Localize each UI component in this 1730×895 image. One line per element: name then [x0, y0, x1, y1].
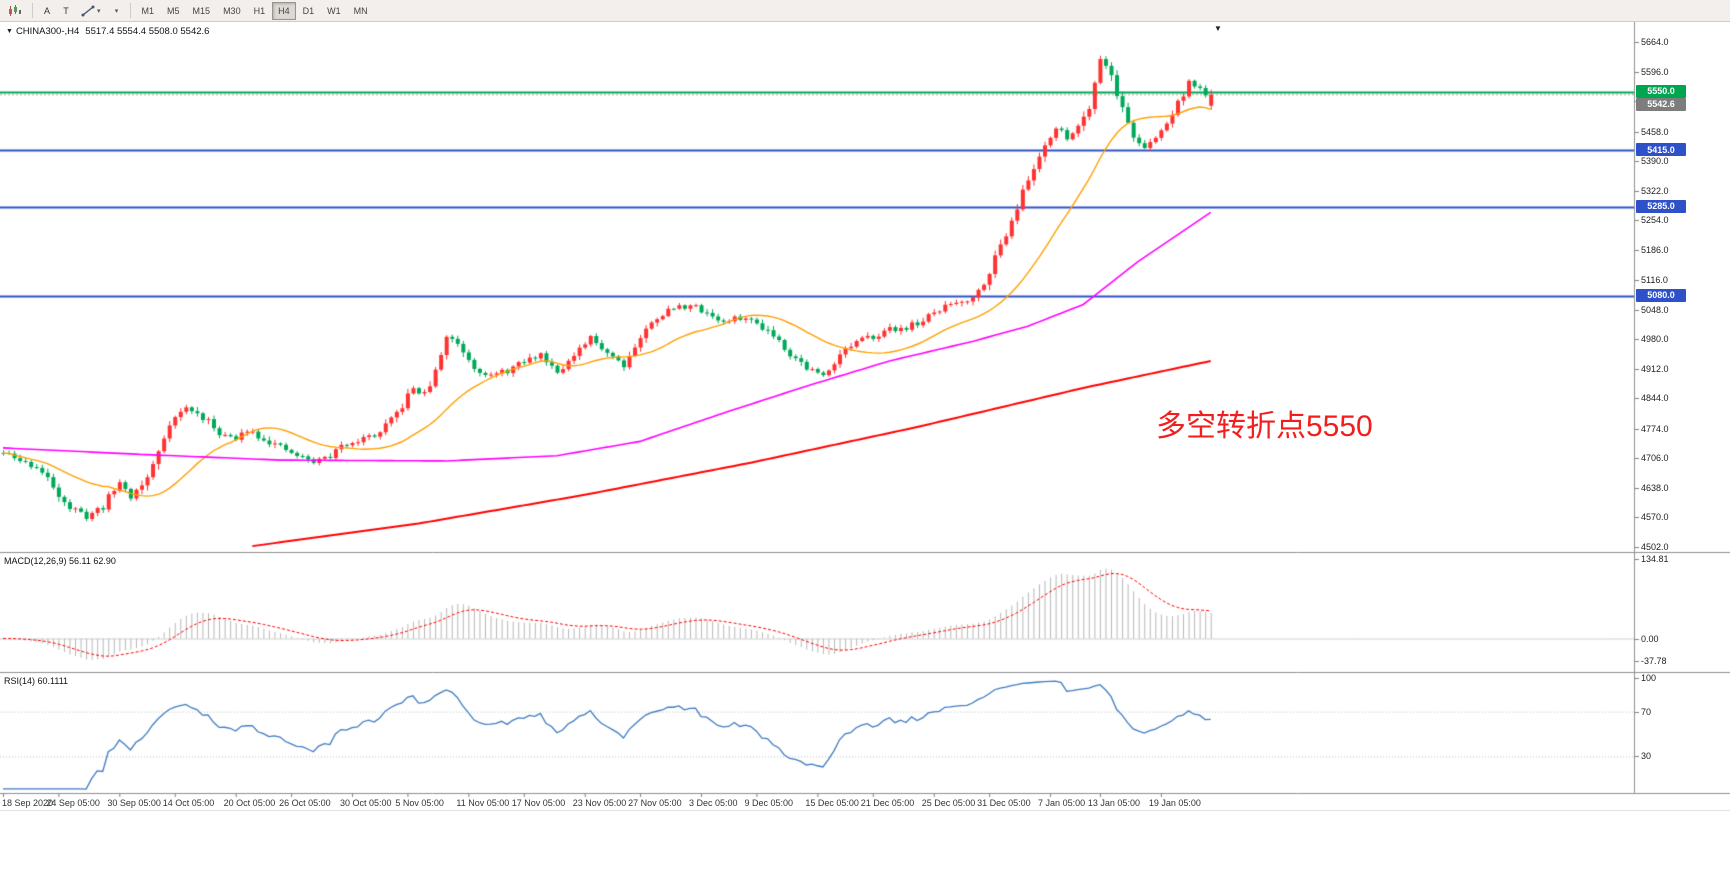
- candlestick-chart-icon: [9, 4, 21, 16]
- toolbar-overflow-button[interactable]: ▾: [107, 2, 125, 20]
- timeframe-button-h4[interactable]: H4: [272, 1, 296, 20]
- toolbar-separator: [32, 3, 33, 18]
- arrow-tool-button[interactable]: A: [38, 2, 56, 20]
- shapes-tool-button[interactable]: ▾: [76, 2, 106, 20]
- timeframe-group: M1 M5 M15 M30 H1 H4 D1 W1 MN: [136, 1, 374, 20]
- timeframe-button-m15[interactable]: M15: [187, 2, 217, 20]
- timeframe-button-d1[interactable]: D1: [297, 2, 321, 20]
- chevron-down-icon: ▾: [97, 7, 101, 15]
- chevron-down-icon: ▾: [114, 7, 119, 15]
- timeframe-button-m5[interactable]: M5: [161, 2, 186, 20]
- toolbar: A T ▾ ▾ M1 M5 M15 M30 H1 H4 D1 W1 MN: [0, 0, 1730, 22]
- price-chart-canvas[interactable]: [0, 22, 1730, 895]
- timeframe-button-m30[interactable]: M30: [217, 2, 247, 20]
- toolbar-separator: [129, 3, 131, 18]
- text-tool-button[interactable]: T: [57, 2, 75, 20]
- timeframe-button-mn[interactable]: MN: [348, 2, 374, 20]
- timeframe-button-h1[interactable]: H1: [248, 2, 272, 20]
- timeframe-button-w1[interactable]: W1: [321, 2, 347, 20]
- timeframe-button-m1[interactable]: M1: [136, 2, 161, 20]
- chart-area: ▼ CHINA300-,H4 5517.4 5554.4 5508.0 5542.6…: [0, 22, 1730, 895]
- chart-window-icon[interactable]: [3, 2, 27, 20]
- trendline-icon: [81, 5, 95, 16]
